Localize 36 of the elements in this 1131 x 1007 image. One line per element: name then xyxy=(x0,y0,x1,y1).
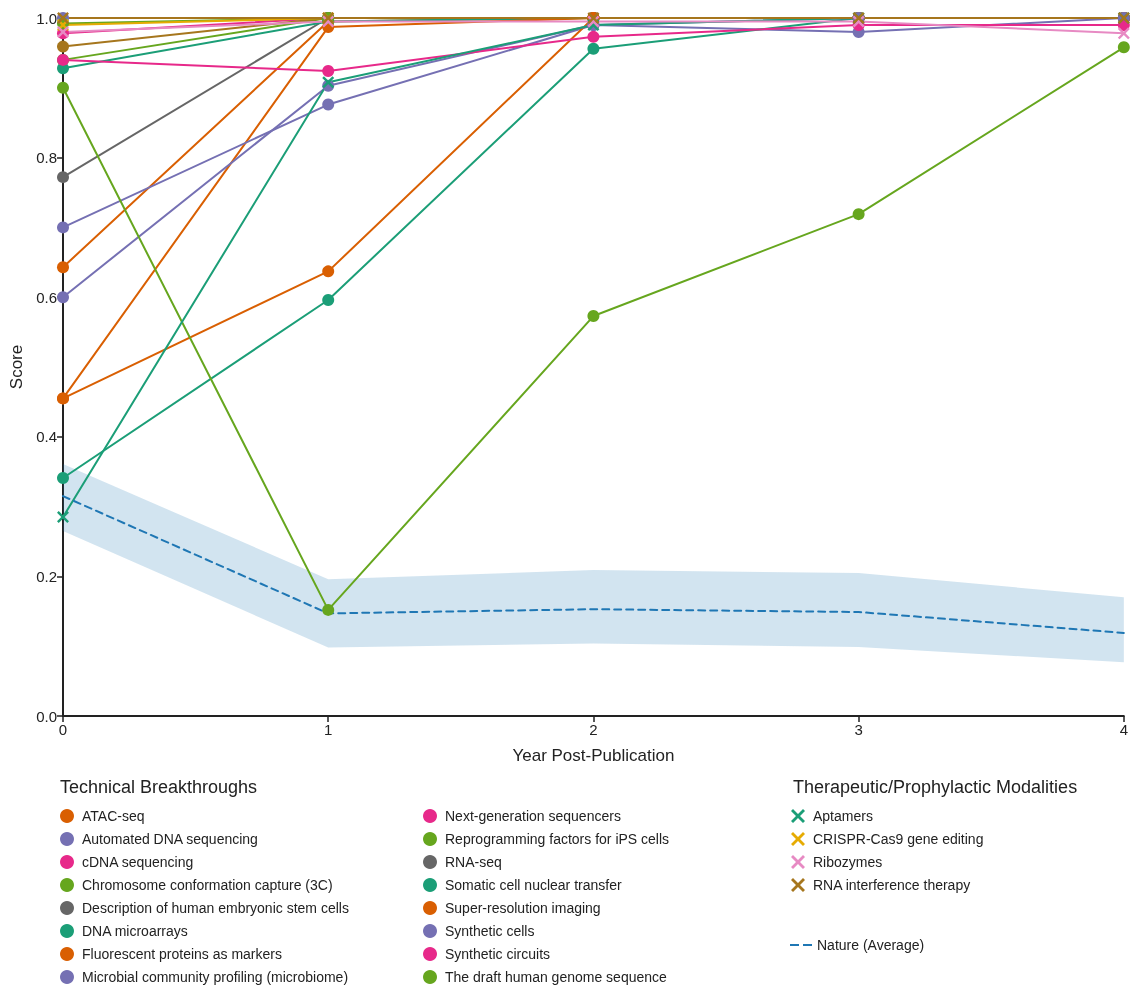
legend-label: Nature (Average) xyxy=(817,937,925,953)
legend-label: CRISPR-Cas9 gene editing xyxy=(813,831,984,847)
legend-label: Super-resolution imaging xyxy=(445,900,601,916)
x-axis-title: Year Post-Publication xyxy=(512,746,675,765)
y-tick-label: 0.2 xyxy=(36,567,57,585)
legend-label: Next-generation sequencers xyxy=(445,808,621,824)
legend-label: Ribozymes xyxy=(813,854,883,870)
legend-label: RNA interference therapy xyxy=(813,877,971,893)
legend-label: The draft human genome sequence xyxy=(445,969,668,985)
legend-title: Technical Breakthroughs xyxy=(60,777,258,797)
x-tick-label: 1 xyxy=(324,721,333,738)
legend-label: Aptamers xyxy=(813,808,873,824)
legend-label: cDNA sequencing xyxy=(82,854,194,870)
x-tick-label: 3 xyxy=(854,721,863,738)
y-tick-label: 0.4 xyxy=(36,428,57,446)
legend-label: Automated DNA sequencing xyxy=(82,831,258,847)
y-tick-label: 1.0 xyxy=(36,9,57,27)
legend-label: Chromosome conformation capture (3C) xyxy=(82,877,333,893)
legend-label: RNA-seq xyxy=(445,854,502,870)
legend-label: Synthetic circuits xyxy=(445,946,551,962)
legend-label: Description of human embryonic stem cells xyxy=(82,900,349,916)
legend-label: Microbial community profiling (microbiome) xyxy=(82,969,349,985)
y-tick-label: 0.6 xyxy=(36,288,57,306)
text: Therapeutic/Prophylactic Modalities xyxy=(793,777,1078,797)
y-tick-label: 0.0 xyxy=(36,707,57,725)
y-tick-label: 0.8 xyxy=(36,149,57,167)
legend-label: Somatic cell nuclear transfer xyxy=(445,877,622,893)
legend-label: ATAC-seq xyxy=(82,808,145,824)
legend-label: Reprogramming factors for iPS cells xyxy=(445,831,670,847)
x-tick-label: 2 xyxy=(589,721,598,738)
legend-label: Synthetic cells xyxy=(445,923,535,939)
y-axis-title: Score xyxy=(7,344,26,390)
x-tick-label: 4 xyxy=(1119,721,1128,738)
legend-label: Fluorescent proteins as markers xyxy=(82,946,282,962)
legend-label: DNA microarrays xyxy=(82,923,188,939)
x-tick-label: 0 xyxy=(58,721,68,738)
